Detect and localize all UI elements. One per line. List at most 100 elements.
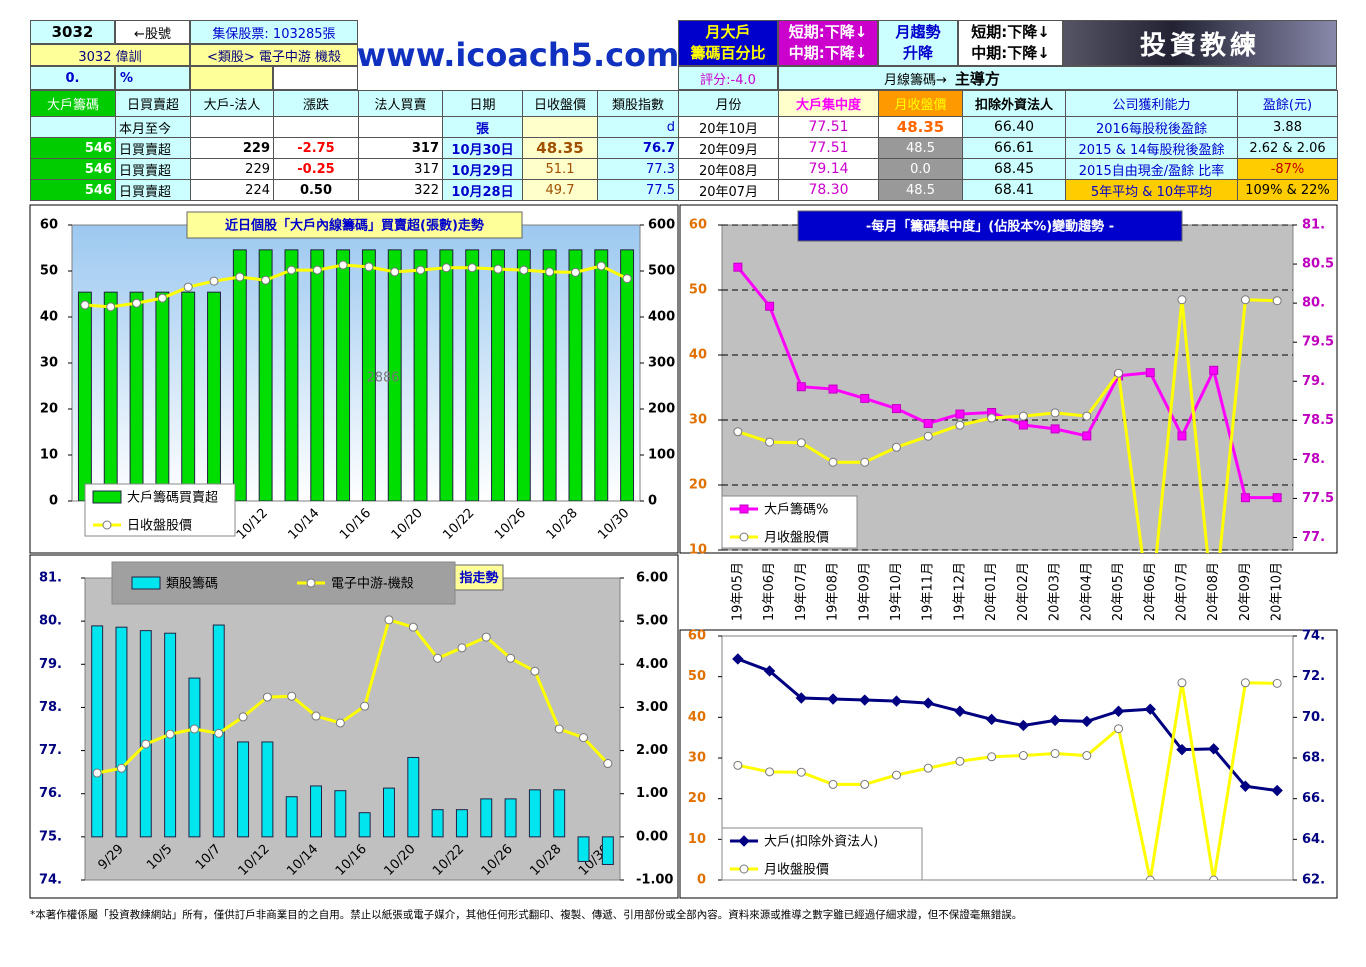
tick-label: 72. xyxy=(1302,669,1325,684)
table-cell: 224 xyxy=(190,179,274,201)
marker xyxy=(1177,431,1187,441)
marker xyxy=(828,457,838,467)
marker xyxy=(1112,705,1125,717)
marker xyxy=(189,724,199,734)
legend-label: 大戶籌碼買賣超 xyxy=(127,491,218,506)
table-cell: 本月至今 xyxy=(115,116,191,138)
table-cell: 68.41 xyxy=(962,179,1066,201)
marker xyxy=(860,457,870,467)
table-cell: 317 xyxy=(358,158,443,180)
marker xyxy=(1145,368,1155,378)
marker xyxy=(603,759,613,769)
data-table: 大戶籌碼 日買賣超 大戶-法人 漲跌 法人買賣 日期 日收盤價 類股指數 月份 大戶集中度 月收盤價… xyxy=(30,90,1338,201)
table-cell: 78.30 xyxy=(778,179,879,201)
marker xyxy=(408,622,418,632)
marker xyxy=(1018,420,1028,430)
tick-label: 74. xyxy=(1302,629,1325,644)
marker xyxy=(1240,295,1250,305)
table-cell: 0.50 xyxy=(273,179,359,201)
marker xyxy=(923,431,933,441)
table-cell: d xyxy=(597,116,679,138)
table-cell: 77.5 xyxy=(597,179,679,201)
bar xyxy=(258,249,273,501)
table-cell: 3.88 xyxy=(1237,116,1338,138)
header-cell: 月收盤價 xyxy=(878,90,963,117)
x-tick-label: 19年10月 xyxy=(889,562,904,621)
chart: 0 10 20 30 40 50 60 62. 64. 66. 68. 70. 72. 74. 大戶(扣除外… xyxy=(679,629,1338,899)
table-cell: 2015 & 14每股稅後盈餘 xyxy=(1065,137,1238,159)
bar xyxy=(77,291,92,501)
header-cell: 大戶籌碼 xyxy=(30,90,116,117)
legend-swatch xyxy=(131,576,161,590)
marker xyxy=(506,653,516,663)
marker xyxy=(335,718,345,728)
bar xyxy=(577,836,590,862)
legend-label: 月收盤股價 xyxy=(764,531,829,546)
table-row: 大戶籌碼 日買賣超 大戶-法人 漲跌 法人買賣 日期 日收盤價 類股指數 月份 大戶集中度 月收盤價… xyxy=(30,90,1338,117)
big-box: 月大戶 籌碼百分比 xyxy=(678,20,778,66)
table-cell: 77.3 xyxy=(597,158,679,180)
tick-label: 1.00 xyxy=(636,786,668,801)
table-cell: 322 xyxy=(358,179,443,201)
marker xyxy=(132,298,142,308)
big-l1: 月大戶 xyxy=(705,23,751,41)
tick-label: 10 xyxy=(689,543,707,558)
stock-name: 3032 偉訓 xyxy=(30,44,190,66)
tick-label: 20 xyxy=(689,478,707,493)
logo: 投資教練 xyxy=(1063,20,1337,66)
tick-label: 10 xyxy=(688,832,706,847)
line xyxy=(84,263,628,309)
marker xyxy=(1050,408,1060,418)
marker xyxy=(1018,751,1028,761)
marker xyxy=(209,276,219,286)
tick-label: 78.5 xyxy=(1302,413,1334,428)
marker xyxy=(238,712,248,722)
tick-label: 50 xyxy=(40,264,58,279)
bar xyxy=(207,291,221,501)
series-group xyxy=(91,615,614,865)
marker xyxy=(795,692,808,704)
marker xyxy=(1272,678,1282,688)
bar xyxy=(232,249,247,501)
marker xyxy=(1272,296,1282,306)
x-tick-label: 20年07月 xyxy=(1174,562,1189,621)
bar xyxy=(310,249,325,501)
chart-title: -每月「籌碼集中度」(佔股本%)變動趨勢 - xyxy=(866,219,1114,235)
tick-label: 77.5 xyxy=(1302,491,1334,506)
tick-label: 0 xyxy=(49,494,58,509)
score: 評分:-4.0 xyxy=(678,66,778,90)
bar xyxy=(431,809,444,838)
tick-label: 50 xyxy=(689,283,707,298)
bar xyxy=(491,249,505,501)
tick-label: 60 xyxy=(689,218,707,233)
marker xyxy=(796,438,806,448)
table-cell: -87% xyxy=(1237,158,1338,180)
marker xyxy=(261,275,271,285)
marker xyxy=(923,763,933,773)
table-cell: 51.1 xyxy=(522,158,598,180)
series-group xyxy=(732,653,1283,880)
marker xyxy=(262,692,272,702)
marker xyxy=(828,384,838,394)
marker xyxy=(1271,784,1283,797)
bar xyxy=(91,625,104,838)
table-cell: 20年10月 xyxy=(678,116,779,138)
marker xyxy=(1082,751,1092,761)
bar xyxy=(115,626,128,838)
x-tick-label: 20年01月 xyxy=(984,562,999,621)
tick-label: 80.5 xyxy=(1302,257,1334,272)
bar xyxy=(439,249,454,501)
table-cell: 張 xyxy=(442,116,523,138)
monthly-box: 月線籌碼→ 主導方 xyxy=(778,66,1337,90)
bar xyxy=(568,249,583,501)
big-trend: 短期:下降↓ 中期:下降↓ xyxy=(778,20,878,66)
table-cell: 546 xyxy=(30,137,116,159)
marker xyxy=(579,733,589,743)
marker xyxy=(1082,431,1092,441)
chart-title-box xyxy=(797,210,1183,242)
chart-title: 近日個股「大戶內線籌碼」買賣超(張數)走勢 xyxy=(225,218,484,234)
marker xyxy=(1017,719,1030,732)
table-cell: 20年07月 xyxy=(678,179,779,201)
bar xyxy=(407,756,420,838)
bar xyxy=(103,291,118,501)
